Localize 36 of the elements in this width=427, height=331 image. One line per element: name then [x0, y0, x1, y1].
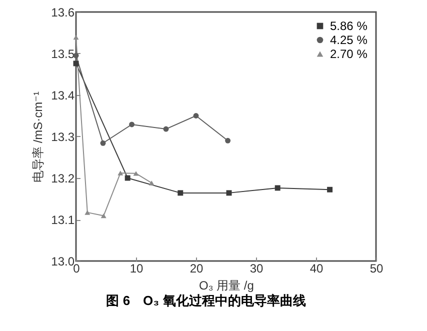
point — [124, 175, 130, 181]
point — [118, 170, 124, 176]
point — [163, 126, 169, 132]
y-axis-title: 电导率 /mS·cm⁻¹ — [31, 92, 46, 182]
x-tick-label: 30 — [250, 262, 264, 276]
point — [100, 213, 106, 218]
x-tick-label: 0 — [73, 262, 80, 276]
y-tick-label: 13.6 — [51, 6, 75, 20]
point — [129, 122, 135, 128]
y-tick-label: 13.3 — [51, 130, 75, 144]
point — [178, 190, 184, 196]
point — [100, 140, 106, 146]
y-tick-label: 13.5 — [51, 47, 75, 61]
y-tick-label: 13.1 — [51, 213, 75, 227]
x-tick-label: 10 — [130, 262, 144, 276]
point — [193, 113, 199, 118]
point — [225, 138, 231, 144]
point — [73, 60, 79, 66]
y-tick-label: 13.0 — [51, 254, 75, 268]
x-tick-label: 40 — [310, 262, 324, 276]
x-tick-label: 50 — [370, 262, 384, 276]
point — [274, 185, 280, 191]
x-axis-title: O₃ 用量 /g — [199, 278, 254, 292]
legend-label: 2.70 % — [330, 47, 368, 61]
y-tick-label: 13.2 — [51, 172, 75, 186]
point — [133, 171, 139, 176]
point — [84, 210, 90, 215]
legend-label: 4.25 % — [330, 33, 368, 47]
point — [73, 34, 79, 40]
legend-label: 5.86 % — [330, 19, 368, 33]
text: 图 6 O₃ 氧化过程中的电导率曲线 — [106, 293, 306, 308]
point — [148, 180, 154, 186]
point — [226, 190, 232, 196]
point — [327, 186, 333, 192]
y-tick-label: 13.4 — [51, 88, 75, 102]
x-tick-label: 20 — [190, 262, 204, 276]
